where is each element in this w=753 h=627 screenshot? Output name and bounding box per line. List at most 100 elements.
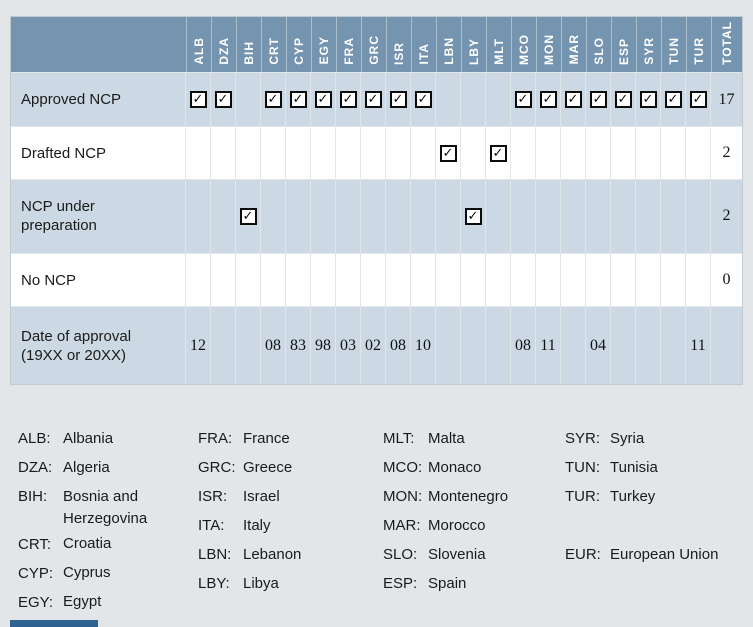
date-cell: 08 (386, 307, 411, 384)
check-cell (561, 253, 586, 307)
column-header-label: MON (542, 33, 556, 65)
date-value: 11 (540, 336, 556, 354)
column-header-egy: EGY (311, 17, 336, 72)
legend-item-mco: MCO: Monaco (383, 453, 558, 482)
checked-checkbox-icon: ✓ (364, 91, 382, 109)
date-cell: 08 (261, 307, 286, 384)
legend-code: GRC: (198, 459, 236, 476)
check-cell: ✓ (236, 180, 261, 253)
table-row: No NCP 0 (11, 253, 742, 308)
legend-code: EUR: (565, 546, 601, 563)
check-cell (361, 180, 386, 253)
column-header-label: MLT (492, 37, 506, 65)
check-cell (336, 180, 361, 253)
legend-item-mlt: MLT: Malta (383, 424, 558, 453)
checked-checkbox-icon: ✓ (664, 91, 682, 109)
check-cell (511, 127, 536, 180)
legend-name: Turkey (610, 487, 656, 505)
check-cell: ✓ (311, 72, 336, 127)
check-cell (261, 180, 286, 253)
legend-name: Croatia (63, 535, 112, 552)
total-cell: 17 (711, 73, 742, 127)
check-cell (536, 180, 561, 253)
column-header-grc: GRC (361, 17, 386, 72)
row-label: NCP under preparation (21, 198, 97, 235)
date-cell: 11 (686, 307, 711, 384)
date-cell: 83 (286, 307, 311, 384)
check-cell (236, 127, 261, 180)
legend-column: ALB: Albania DZA: Algeria BIH: Bosnia and Her… (18, 424, 190, 617)
check-cell (586, 127, 611, 180)
legend-item-bih: BIH: Bosnia and Herzegovina (18, 482, 190, 530)
legend-column: SYR: Syria TUN: Tunisia TUR: Turkey EUR: Europe… (565, 424, 753, 569)
legend-item-esp: ESP: Spain (383, 569, 558, 598)
check-cell (286, 180, 311, 253)
legend-item-ita: ITA: Italy (198, 511, 373, 540)
check-cell: ✓ (586, 72, 611, 127)
check-cell: ✓ (336, 72, 361, 127)
legend-code: FRA: (198, 430, 233, 447)
check-cell (311, 180, 336, 253)
column-header-lbn: LBN (436, 17, 461, 72)
date-value: 11 (690, 336, 706, 354)
legend-code: TUN: (565, 459, 600, 476)
column-header-crt: CRT (261, 17, 286, 72)
column-header-tun: TUN (661, 17, 686, 72)
checked-checkbox-icon: ✓ (639, 91, 657, 109)
legend-code: SYR: (565, 430, 601, 447)
legend-item-lby: LBY: Libya (198, 569, 373, 598)
row-label-cell: NCP under preparation (11, 180, 186, 253)
checked-checkbox-icon: ✓ (689, 91, 707, 109)
legend-item-cyp: CYP: Cyprus (18, 559, 190, 588)
column-header-label: TUR (692, 37, 706, 65)
legend-code: MLT: (383, 430, 415, 447)
checked-checkbox-icon: ✓ (239, 207, 257, 225)
table-corner-cell (11, 17, 186, 72)
checked-checkbox-icon: ✓ (314, 91, 332, 109)
check-cell (386, 253, 411, 307)
legend-item-lbn: LBN: Lebanon (198, 540, 373, 569)
legend-item-grc: GRC: Greece (198, 453, 373, 482)
check-cell: ✓ (211, 72, 236, 127)
date-value: 08 (265, 336, 281, 354)
row-label: Approved NCP (21, 91, 122, 109)
check-cell (286, 127, 311, 180)
column-header-label: FRA (342, 37, 356, 65)
date-value: 83 (290, 336, 306, 354)
legend-item-syr: SYR: Syria (565, 424, 753, 453)
column-header-label: ESP (617, 37, 631, 65)
legend-name: Montenegro (428, 487, 509, 505)
check-cell (461, 253, 486, 307)
column-header-mar: MAR (561, 17, 586, 72)
legend-name: Italy (243, 516, 271, 534)
check-cell (336, 253, 361, 307)
date-cell (636, 307, 661, 384)
checked-checkbox-icon: ✓ (189, 91, 207, 109)
legend-item-tur: TUR: Turkey (565, 482, 753, 511)
check-cell (586, 253, 611, 307)
legend-code: EGY: (18, 593, 54, 611)
legend-name: Israel (243, 487, 280, 505)
column-header-isr: ISR (386, 17, 411, 72)
legend-name: European Union (610, 545, 719, 563)
legend-code: ALB: (18, 430, 51, 447)
column-header-alb: ALB (186, 17, 211, 72)
column-header-label: EGY (317, 36, 331, 65)
check-cell (386, 180, 411, 253)
legend-item-mar: MAR: Morocco (383, 511, 558, 540)
column-header-tur: TUR (686, 17, 711, 72)
date-cell: 11 (536, 307, 561, 384)
legend-code: TUR: (565, 488, 600, 505)
total-cell: 2 (711, 180, 742, 253)
legend-name: Greece (243, 458, 293, 476)
legend-column: FRA: France GRC: Greece ISR: Israel ITA: Italy L… (198, 424, 373, 598)
check-cell (511, 180, 536, 253)
legend-name: Lebanon (243, 545, 302, 563)
table-row: Drafted NCP ✓ ✓ 2 (11, 127, 742, 181)
column-header-slo: SLO (586, 17, 611, 72)
date-cell (561, 307, 586, 384)
legend-name: Tunisia (610, 458, 658, 476)
legend-name: Cyprus (63, 564, 111, 581)
legend-code: ISR: (198, 488, 228, 505)
legend-name: Libya (243, 574, 279, 592)
